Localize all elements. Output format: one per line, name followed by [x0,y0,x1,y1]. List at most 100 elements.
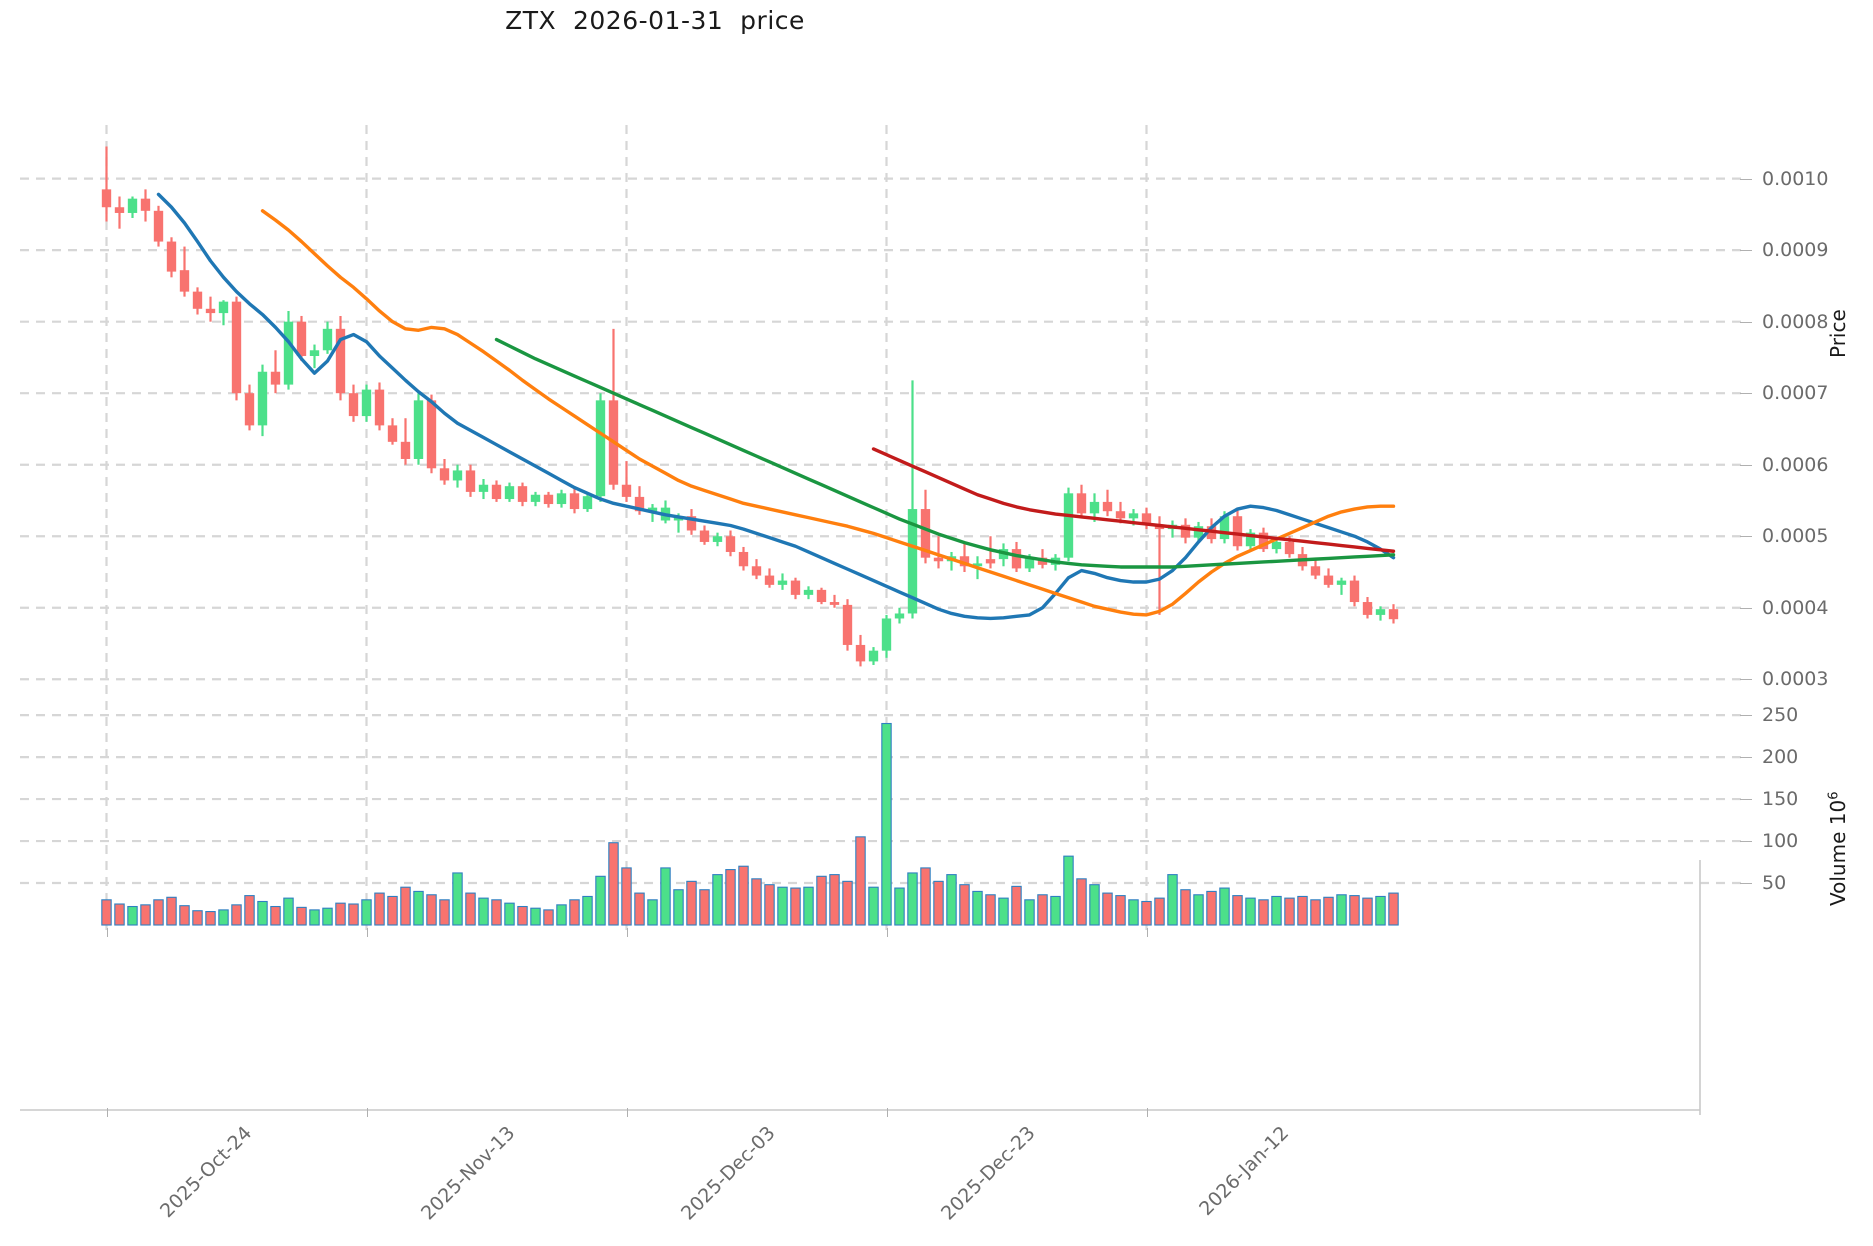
candle-body [1219,516,1230,540]
candle-body [1245,532,1256,547]
candle-body [556,493,567,505]
candle-body [205,308,216,314]
candle-body [816,589,827,603]
volume-bar [1219,887,1230,926]
volume-bar [1362,897,1373,926]
candle-body [270,371,281,385]
volume-bar [1180,889,1191,926]
volume-bar [465,892,476,926]
volume-bar [725,869,736,926]
volume-bar [868,886,879,926]
volume-bar [1076,878,1087,926]
candle-body [868,650,879,662]
candle-body [699,530,710,542]
volume-bar [543,909,554,926]
volume-bar [621,867,632,926]
candle-body [1362,602,1373,615]
candle-body [738,551,749,567]
candle-body [374,389,385,426]
volume-bar [140,904,151,926]
candle-body [725,536,736,552]
candle-body [621,484,632,497]
volume-bar [153,899,164,926]
candle-body [790,580,801,595]
candle-body [309,350,320,357]
candle-body [751,566,762,576]
volume-bar [933,880,944,926]
candle-body [1271,541,1282,550]
candle-body [1011,549,1022,569]
volume-bar [1310,899,1321,926]
price-tick-mark [1740,178,1752,180]
candle-body [595,400,606,497]
price-tick-mark [1740,679,1752,681]
candle-body [517,486,528,502]
volume-tick-mark [1740,883,1752,885]
ma-line-darkred [871,447,1396,553]
candle-body [179,270,190,292]
candle-body [582,496,593,510]
volume-bar [452,872,463,926]
volume-bar [712,874,723,926]
candle-body [1024,557,1035,569]
volume-tick-label: 150 [1762,788,1799,811]
candle-body [985,559,996,564]
volume-bar [738,865,749,926]
candle-body [127,198,138,213]
volume-bar [764,884,775,926]
volume-bar [855,836,866,926]
volume-bar [101,899,112,926]
candle-body [140,198,151,211]
volume-bar [205,911,216,926]
volume-bar [283,897,294,926]
volume-bar [270,905,281,926]
candle-body [1349,580,1360,603]
candle-body [400,441,411,459]
candle-body [1128,513,1139,519]
candle-body [1258,532,1269,550]
volume-bar [244,895,255,926]
candle-body [894,613,905,619]
volume-tick-mark [1740,757,1752,759]
candle-body [1180,524,1191,538]
date-tick-mark [886,928,888,937]
candle-body [218,301,229,314]
volume-bar [1349,895,1360,926]
volume-tick-mark [1740,715,1752,717]
volume-bar [127,905,138,926]
volume-bar [179,905,190,926]
volume-bar [660,867,671,926]
candle-body [452,470,463,481]
candle-body [504,486,515,500]
volume-bar [1141,900,1152,926]
candle-body [231,301,242,394]
volume-bar [881,722,892,926]
price-tick-mark [1740,464,1752,466]
volume-bar [335,902,346,926]
candle-body [842,604,853,645]
candle-body [569,493,580,510]
candle-body [426,400,437,469]
volume-bar [361,899,372,926]
candle-body [907,509,918,614]
volume-bar [374,892,385,926]
volume-bar [1050,895,1061,926]
volume-bar [985,894,996,926]
volume-bar [595,875,606,926]
candle-body [634,496,645,512]
volume-bar [231,904,242,926]
price-tick-mark [1740,250,1752,252]
candle-body [244,393,255,426]
candle-body [686,516,697,531]
candle-body [153,210,164,242]
volume-tick-mark [1740,799,1752,801]
candle-body [1089,501,1100,514]
date-tick-mark [366,928,368,937]
volume-bar [1154,897,1165,926]
price-tick-label: 0.0004 [1762,596,1829,619]
ma-line-orange [260,209,1396,617]
ma-line-blue [156,192,1396,621]
candle-body [335,328,346,394]
candle-body [439,468,450,481]
